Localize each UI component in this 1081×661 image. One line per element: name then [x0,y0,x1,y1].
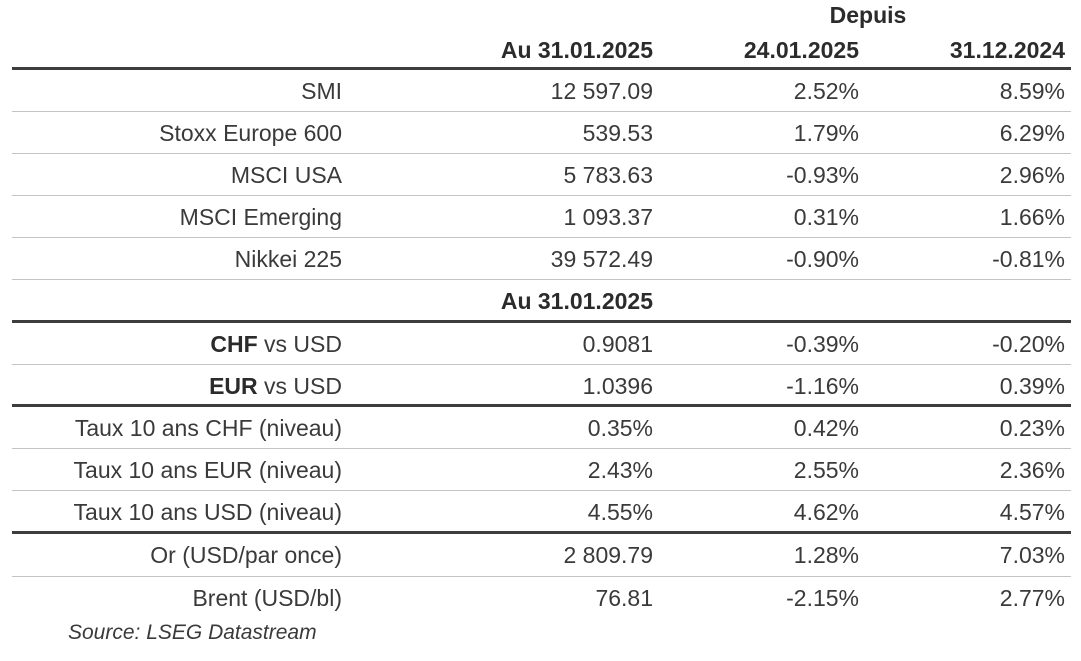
section-divider [12,531,1071,534]
row-since-week: -0.90% [786,246,859,272]
table-row: SMI 12 597.09 2.52% 8.59% [12,70,1071,112]
row-since-year: 2.96% [999,162,1065,188]
row-since-year: 2.36% [999,457,1065,483]
table-row: CHF vs USD 0.9081 -0.39% -0.20% [12,323,1071,365]
row-since-year: 1.66% [999,204,1065,230]
row-value: 0.35% [587,415,653,441]
row-divider [12,111,1071,112]
table-row: Nikkei 225 39 572.49 -0.90% -0.81% [12,238,1071,280]
row-label: CHF vs USD [210,330,342,358]
table-row: Or (USD/par once) 2 809.79 1.28% 7.03% [12,534,1071,576]
table-row: Taux 10 ans EUR (niveau) 2.43% 2.55% 2.3… [12,449,1071,491]
row-divider [12,279,1071,280]
row-divider [12,153,1071,154]
row-since-year: -0.20% [992,331,1065,357]
row-label: Taux 10 ans EUR (niveau) [73,457,342,483]
table-row: EUR vs USD 1.0396 -1.16% 0.39% [12,365,1071,407]
table-row: Taux 10 ans USD (niveau) 4.55% 4.62% 4.5… [12,491,1071,533]
row-since-year: 6.29% [999,120,1065,146]
row-label: Taux 10 ans CHF (niveau) [74,415,342,441]
table-row: Brent (USD/bl) 76.81 -2.15% 2.77% [12,577,1071,619]
row-since-year: 7.03% [999,542,1065,568]
col-header-year: 31.12.2024 [949,37,1065,63]
depuis-label: Depuis [829,2,907,28]
row-value: 539.53 [582,120,653,146]
row-value: 12 597.09 [550,78,653,104]
row-value: 0.9081 [582,331,653,357]
row-label: EUR vs USD [209,372,342,400]
fx-divider [12,320,1071,323]
row-label: Nikkei 225 [234,246,342,272]
row-since-year: 8.59% [999,78,1065,104]
row-value: 2 809.79 [563,542,653,568]
table-row: MSCI Emerging 1 093.37 0.31% 1.66% [12,196,1071,238]
row-since-year: 4.57% [999,499,1065,525]
row-divider [12,364,1071,365]
row-since-year: 0.39% [999,373,1065,399]
currency-suffix: vs USD [257,373,342,399]
header-divider [12,67,1071,70]
currency-code: EUR [209,373,258,399]
row-divider [12,448,1071,449]
table-row: MSCI USA 5 783.63 -0.93% 2.96% [12,154,1071,196]
row-since-year: -0.81% [992,246,1065,272]
column-headers: Au 31.01.2025 24.01.2025 31.12.2024 [12,34,1071,68]
row-label: MSCI Emerging [179,204,342,230]
row-since-week: 2.55% [793,457,859,483]
row-since-week: 4.62% [793,499,859,525]
table-row: Stoxx Europe 600 539.53 1.79% 6.29% [12,112,1071,154]
row-value: 76.81 [595,585,653,611]
row-label: MSCI USA [230,162,342,188]
row-divider [12,576,1071,577]
currency-suffix: vs USD [257,331,342,357]
col-header-week: 24.01.2025 [743,37,859,63]
section-divider [12,404,1071,407]
row-since-year: 2.77% [999,585,1065,611]
row-since-week: -0.39% [786,331,859,357]
row-value: 4.55% [587,499,653,525]
currency-code: CHF [210,331,258,357]
source-note: Source: LSEG Datastream [68,621,317,644]
row-value: 1 093.37 [563,204,653,230]
row-label: Brent (USD/bl) [192,585,342,611]
row-label: SMI [301,78,342,104]
row-divider [12,195,1071,196]
row-value: 39 572.49 [550,246,653,272]
row-since-week: 1.79% [793,120,859,146]
row-divider [12,237,1071,238]
row-since-week: -1.16% [786,373,859,399]
row-since-week: 1.28% [793,542,859,568]
row-label: Stoxx Europe 600 [159,120,342,146]
row-since-week: 0.31% [793,204,859,230]
row-since-week: -0.93% [786,162,859,188]
col-header-date: Au 31.01.2025 [500,37,653,63]
row-label: Taux 10 ans USD (niveau) [73,499,342,525]
row-divider [12,490,1071,491]
row-since-week: 2.52% [793,78,859,104]
depuis-header: Depuis [12,2,1071,32]
row-value: 2.43% [587,457,653,483]
row-since-week: 0.42% [793,415,859,441]
row-label: Or (USD/par once) [150,542,342,568]
row-since-year: 0.23% [999,415,1065,441]
row-value: 1.0396 [582,373,653,399]
fx-subheader: Au 31.01.2025 [500,288,653,314]
table-row: Taux 10 ans CHF (niveau) 0.35% 0.42% 0.2… [12,407,1071,449]
row-value: 5 783.63 [563,162,653,188]
fx-subheader-row: Au 31.01.2025 [12,280,1071,322]
row-since-week: -2.15% [786,585,859,611]
